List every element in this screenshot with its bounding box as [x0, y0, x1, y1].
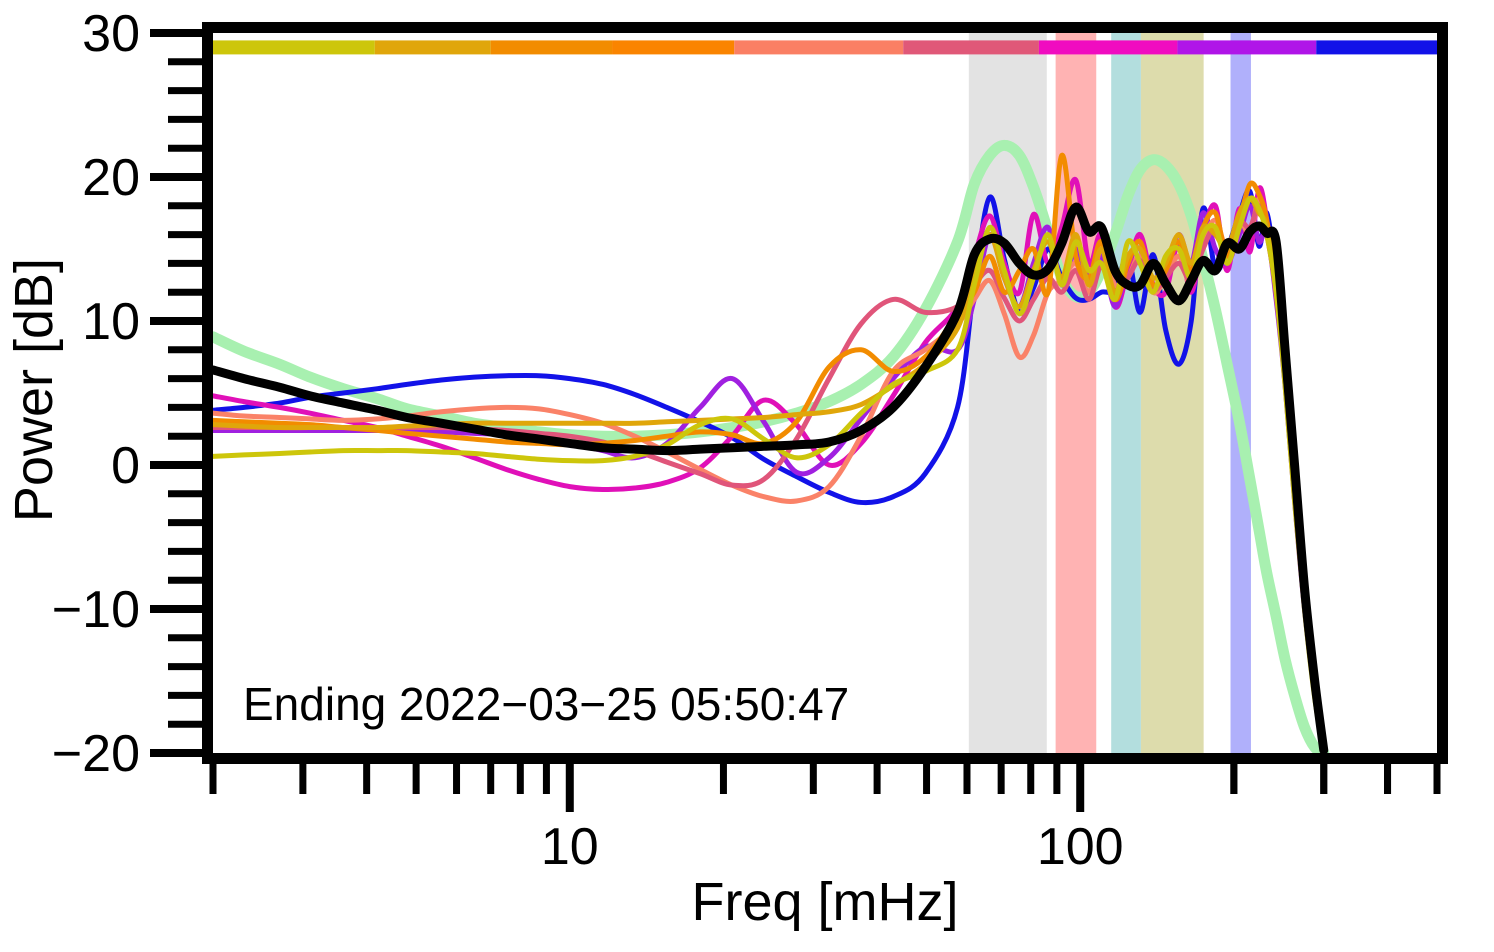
y-tick-label--20: −20 — [52, 725, 140, 783]
colorbar-seg-9 — [1316, 40, 1437, 55]
y-tick-label-0: 0 — [111, 437, 140, 495]
series-smooth-green — [207, 139, 1330, 759]
y-tick-label-10: 10 — [82, 293, 140, 351]
axis-tick-labels: −20 −10 0 10 20 30 10 100 — [52, 5, 1124, 876]
x-tick-label-10: 10 — [541, 818, 599, 876]
plot-frame — [202, 22, 1448, 764]
colorbar-seg-7 — [1038, 40, 1178, 55]
series-mean-spectrum — [208, 202, 1329, 755]
ending-timestamp-annotation: Ending 2022−03−25 05:50:47 — [243, 678, 849, 730]
frame-top — [202, 22, 1448, 33]
band-gray — [968, 33, 1047, 753]
frame-left — [202, 22, 213, 764]
colorbar-seg-8 — [1177, 40, 1317, 55]
x-axis-label: Freq [mHz] — [691, 872, 958, 932]
band-teal — [1111, 33, 1141, 753]
colorbar-seg-1 — [213, 40, 375, 55]
frame-bottom — [202, 753, 1448, 764]
colorbar-seg-4 — [612, 40, 735, 55]
band-khaki — [1140, 33, 1204, 753]
band-pink — [1055, 33, 1097, 753]
time-colorbar-group — [213, 40, 1437, 55]
shaded-bands-group — [968, 33, 1251, 753]
y-tick-label--10: −10 — [52, 581, 140, 639]
colorbar-seg-3 — [490, 40, 613, 55]
y-axis-label: Power [dB] — [4, 258, 64, 522]
series-trace-orange — [210, 152, 1327, 753]
x-tick-label-100: 100 — [1037, 818, 1124, 876]
colorbar-seg-5 — [734, 40, 904, 55]
y-tick-label-20: 20 — [82, 149, 140, 207]
y-tick-label-30: 30 — [82, 5, 140, 63]
frame-right — [1437, 22, 1448, 764]
colorbar-seg-2 — [374, 40, 491, 55]
axis-ticks — [150, 29, 1441, 812]
series-trace-olive — [210, 195, 1327, 755]
colorbar-seg-6 — [903, 40, 1039, 55]
series-group — [207, 139, 1330, 759]
